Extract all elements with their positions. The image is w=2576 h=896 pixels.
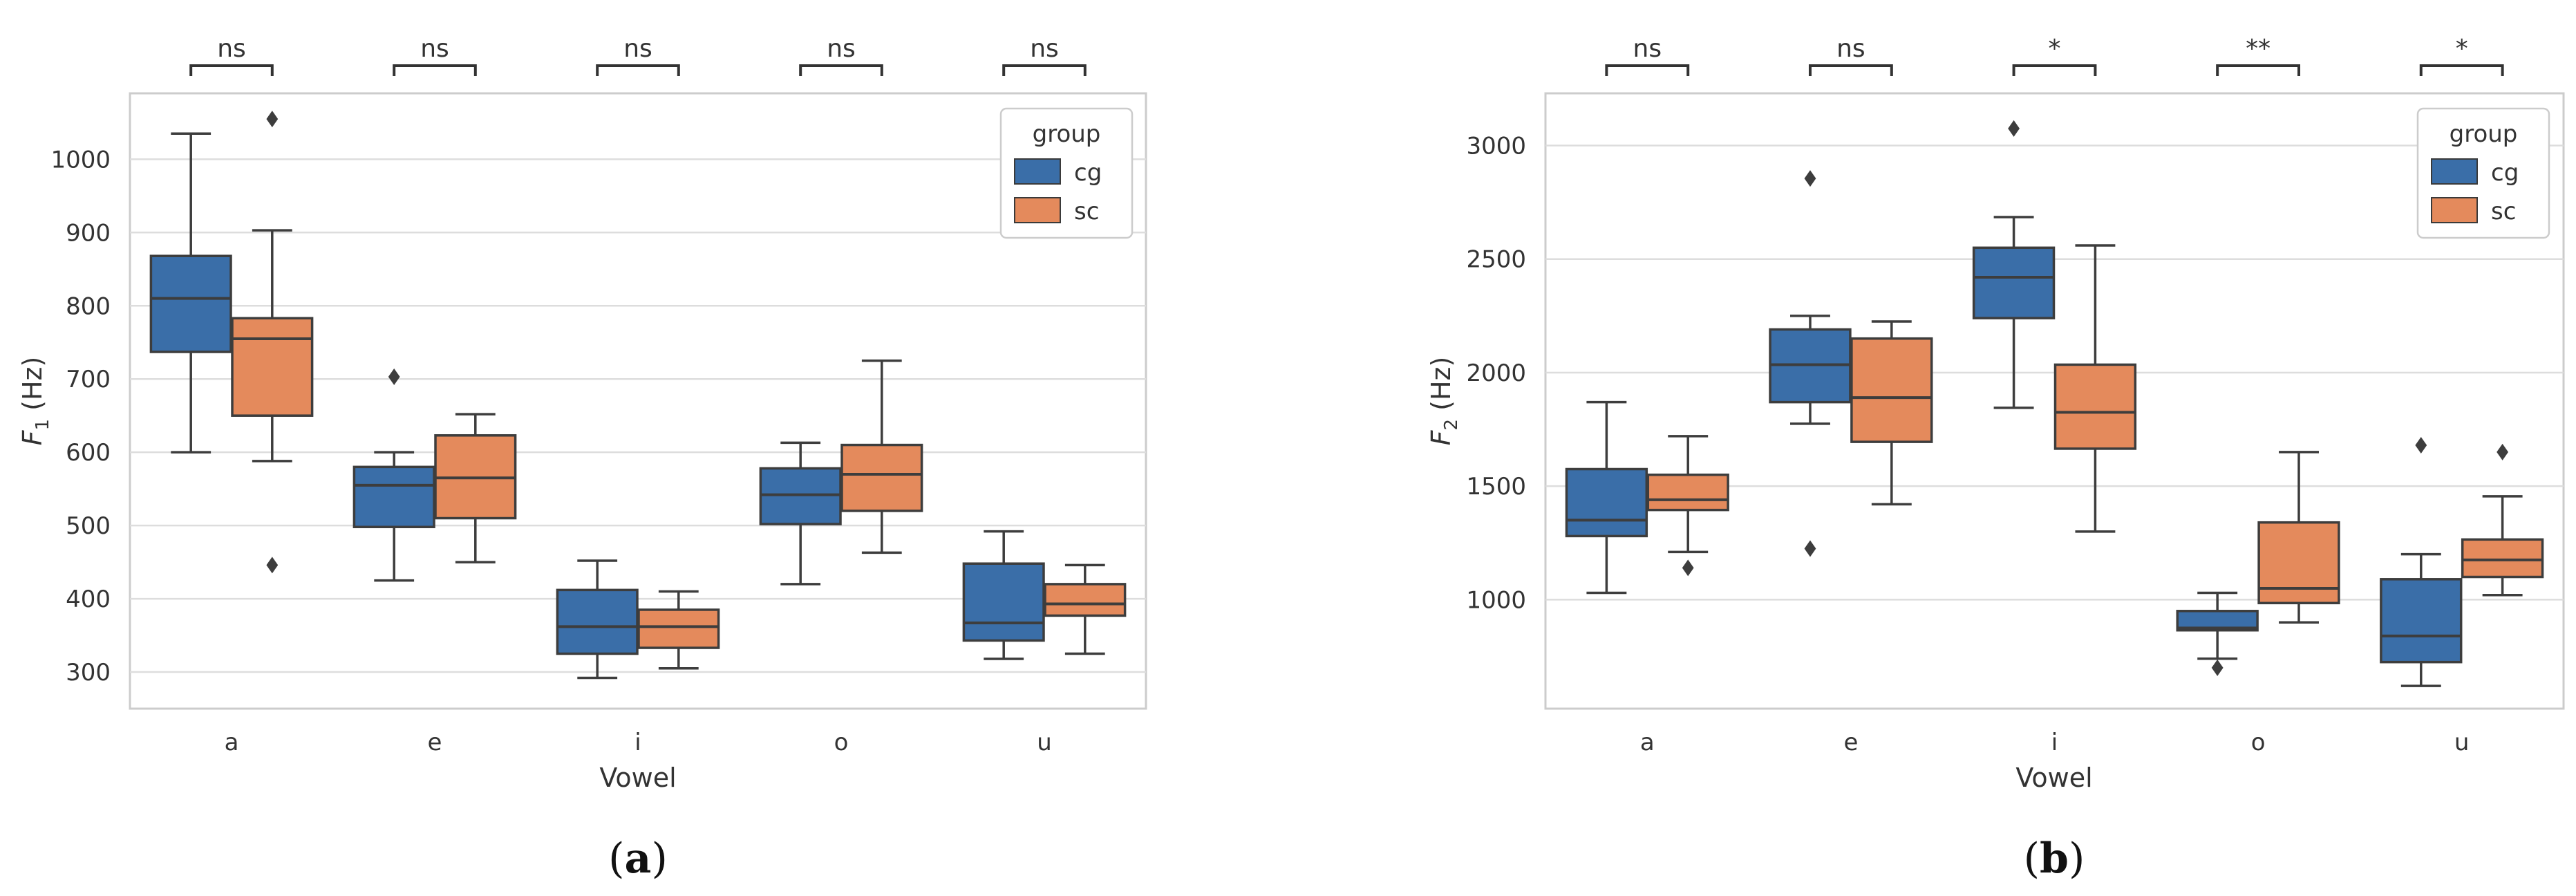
panel-a-significance: ns ns ns ns ns [189, 35, 1087, 76]
panel-a-xtick-a: a [225, 729, 239, 756]
panel-a-xtick-e: e [428, 729, 442, 756]
panel-b-y-tick-labels: 1000 1500 2000 2500 3000 [1466, 133, 1526, 615]
panel-b-ytick-2000: 2000 [1466, 360, 1526, 387]
panel-a-sig-label-i: ns [623, 35, 652, 63]
panel-b-sc-u-box [2461, 538, 2544, 579]
panel-b-cg-u-box [2380, 578, 2463, 664]
panel-b-sc-a-flier-0 [1682, 559, 1694, 577]
panel-a-ytick-700: 700 [66, 366, 111, 393]
panel-a-sc-i-box [637, 608, 720, 649]
panel-a-ytick-500: 500 [66, 512, 111, 540]
panel-b-caption: (b) [2024, 834, 2085, 883]
panel-b-ytick-3000: 3000 [1466, 133, 1526, 160]
panel-b-legend-label-cg: cg [2491, 159, 2519, 187]
panel-a-cg-i-box [556, 588, 639, 655]
panel-b-xtick-o: o [2251, 729, 2266, 756]
panel-a-legend-label-sc: sc [1074, 198, 1099, 225]
panel-a-ytick-400: 400 [66, 586, 111, 613]
panel-a-y-tick-labels: 300 400 500 600 700 800 900 1000 [50, 146, 111, 687]
panel-a-legend: group cg sc [999, 107, 1134, 239]
panel-a-ytick-800: 800 [66, 292, 111, 320]
panel-a-sc-a-flier-0 [266, 111, 279, 128]
panel-b-cg-e-flier-1 [1804, 540, 1816, 557]
panel-b-y-axis-label: F2 (Hz) [1426, 357, 1462, 446]
panel-a-xtick-u: u [1037, 729, 1052, 756]
panel-a-x-axis-label: Vowel [599, 763, 676, 793]
panel-a-cg-a-box [149, 254, 232, 353]
panel-b-cg-a-box [1565, 467, 1648, 538]
panel-b-xtick-u: u [2454, 729, 2470, 756]
panel-b-cg-o-flier-0 [2211, 659, 2224, 676]
panel-b-sig-label-e: ns [1836, 35, 1865, 63]
panel-b-cg-u-flier-0 [2415, 437, 2427, 454]
panel-b-xtick-e: e [1843, 729, 1858, 756]
panel-b-legend-label-sc: sc [2491, 198, 2516, 225]
panel-a-cg-e-flier-0 [388, 368, 400, 386]
panel-b-legend-swatch-cg [2431, 158, 2478, 185]
panel-a-cg-e-box [352, 465, 435, 528]
panel-a-sig-bracket-a [189, 64, 274, 76]
panel-a-ytick-300: 300 [66, 659, 111, 687]
panel-b-sig-bracket-a [1605, 64, 1690, 76]
panel-b-cg-i-flier-0 [2008, 120, 2020, 137]
panel-b-ytick-1500: 1500 [1466, 473, 1526, 501]
panel-a-sc-u-box [1044, 583, 1127, 617]
panel-b-sig-bracket-e [1808, 64, 1893, 76]
panel-a-sig-bracket-o [799, 64, 883, 76]
panel-a-y-axis-label: F1 (Hz) [17, 357, 53, 446]
panel-b-sc-o-box [2257, 521, 2340, 605]
panel-b-xtick-i: i [2051, 729, 2058, 756]
panel-a-legend-swatch-cg [1014, 158, 1061, 185]
panel-a-ytick-900: 900 [66, 219, 111, 247]
panel-a-sig-bracket-u [1002, 64, 1087, 76]
panel-a-ytick-1000: 1000 [50, 146, 111, 174]
panel-b-cg-e-flier-0 [1804, 170, 1816, 187]
panel-b-sc-a-box [1646, 473, 1729, 512]
panel-a-xtick-i: i [634, 729, 641, 756]
panel-b-xtick-a: a [1640, 729, 1655, 756]
panel-b-x-axis-label: Vowel [2015, 763, 2092, 793]
panel-a-legend-label-cg: cg [1074, 159, 1102, 187]
panel-a-cg-o-box [759, 467, 842, 525]
panel-b-ytick-2500: 2500 [1466, 246, 1526, 274]
panel-a-sig-label-o: ns [827, 35, 856, 63]
panel-b-sig-label-a: ns [1633, 35, 1662, 63]
panel-a-sig-label-u: ns [1030, 35, 1059, 63]
panel-b-sig-bracket-i [2012, 64, 2097, 76]
panel-a-sig-label-e: ns [420, 35, 449, 63]
panel-b-legend-title: group [2450, 120, 2518, 148]
panel-b-sig-bracket-u [2419, 64, 2504, 76]
panel-b-ytick-1000: 1000 [1466, 586, 1526, 614]
panel-a-sc-a-flier-1 [266, 557, 279, 574]
panel-a-sig-bracket-e [393, 64, 477, 76]
panel-a-legend-swatch-sc [1014, 197, 1061, 223]
panel-a-legend-title: group [1033, 120, 1101, 148]
panel-b-sig-label-o: ** [2246, 35, 2271, 63]
panel-b-sig-label-u: * [2456, 35, 2468, 63]
panel-b-sig-bracket-o [2216, 64, 2301, 76]
panel-b-legend: group cg sc [2416, 107, 2550, 239]
panel-b-cg-i-box [1972, 246, 2056, 319]
panel-b-sc-u-flier-0 [2497, 443, 2509, 460]
panel-a-cg-u-box [962, 562, 1045, 642]
panel-b-sc-i-box [2053, 363, 2137, 450]
panel-b-significance: ns ns * ** * [1605, 35, 2504, 76]
panel-a-ytick-600: 600 [66, 439, 111, 467]
panel-b-sig-label-i: * [2049, 35, 2061, 63]
panel-a-sig-bracket-i [596, 64, 680, 76]
panel-b-legend-swatch-sc [2431, 197, 2478, 223]
panel-b-sc-e-box [1850, 337, 1933, 443]
panel-a-caption: (a) [608, 834, 668, 883]
panel-b-boxes [1565, 120, 2544, 687]
panel-a-sc-o-box [840, 443, 923, 512]
panel-a-boxes [149, 111, 1127, 680]
panel-a-sc-a-box [231, 317, 314, 417]
panel-a-xtick-o: o [834, 729, 849, 756]
panel-a-sig-label-a: ns [217, 35, 246, 63]
